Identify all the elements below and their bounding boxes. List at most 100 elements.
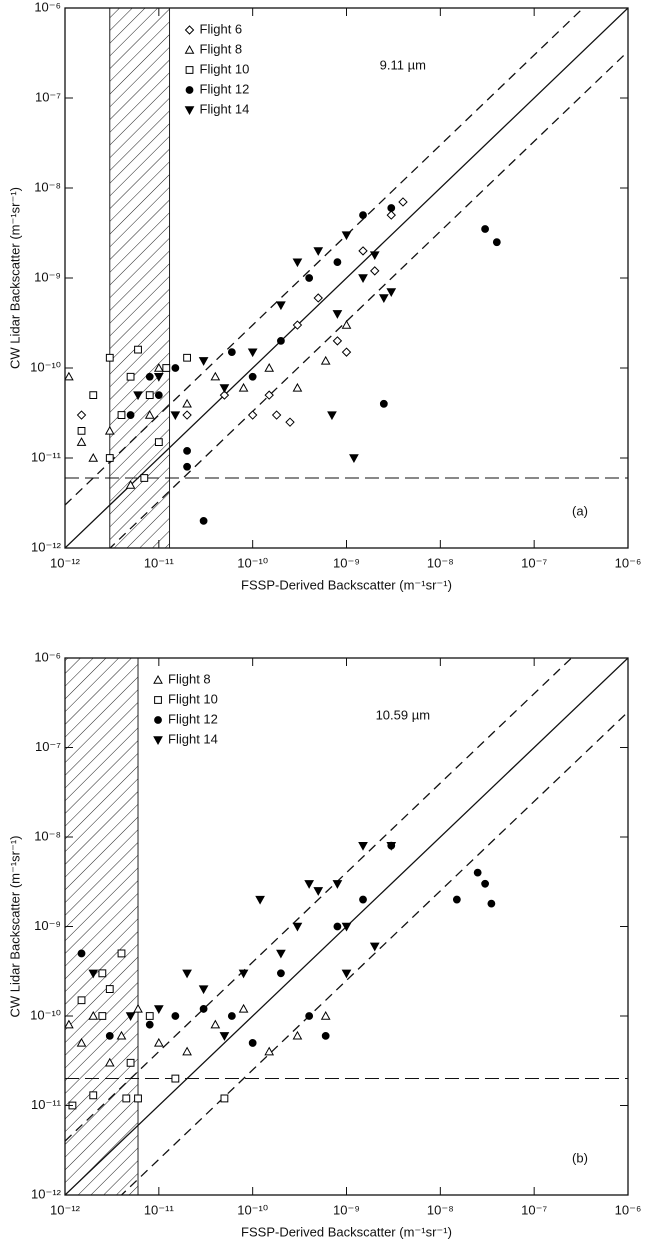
legend-label: Flight 14 <box>200 101 250 116</box>
marker <box>210 371 221 381</box>
marker <box>145 391 154 399</box>
marker <box>89 391 98 399</box>
marker <box>305 1012 314 1020</box>
marker <box>369 251 380 261</box>
marker <box>238 1003 249 1013</box>
marker <box>171 364 180 372</box>
panel-label: (a) <box>572 503 588 518</box>
y-axis-label: CW Lidar Backscatter (m⁻¹sr⁻¹) <box>7 187 22 369</box>
marker <box>77 996 86 1005</box>
marker <box>154 438 163 447</box>
marker <box>210 1019 221 1029</box>
marker <box>333 258 342 267</box>
legend-marker <box>184 25 195 35</box>
marker <box>182 1046 192 1056</box>
marker <box>126 1058 135 1067</box>
marker <box>277 337 285 345</box>
marker <box>349 454 359 464</box>
marker <box>327 411 337 421</box>
marker <box>359 895 367 904</box>
marker <box>162 364 171 372</box>
marker <box>126 411 135 419</box>
y-tick-label: 10⁻⁶ <box>34 649 61 664</box>
marker <box>487 899 496 908</box>
x-tick-label: 10⁻⁶ <box>615 555 642 570</box>
marker <box>238 969 249 979</box>
marker <box>285 417 295 427</box>
marker <box>134 1094 142 1103</box>
x-axis-label: FSSP-Derived Backscatter (m⁻¹sr⁻¹) <box>241 1224 452 1239</box>
marker <box>313 293 323 303</box>
marker <box>88 452 99 462</box>
marker <box>320 1010 331 1020</box>
annotation: 9.11 µm <box>380 57 426 72</box>
marker <box>219 384 230 393</box>
y-tick-label: 10⁻¹⁰ <box>30 1007 61 1022</box>
marker <box>183 446 191 455</box>
marker <box>492 238 501 247</box>
marker <box>386 288 397 297</box>
marker <box>145 1012 154 1020</box>
legend-marker <box>154 696 162 704</box>
marker <box>264 362 275 372</box>
marker <box>264 390 274 400</box>
marker <box>182 969 192 979</box>
x-tick-label: 10⁻¹² <box>50 1202 81 1217</box>
marker <box>153 373 164 382</box>
marker <box>144 410 155 419</box>
marker <box>65 1019 74 1029</box>
marker <box>358 274 368 284</box>
x-tick-label: 10⁻⁷ <box>521 555 547 570</box>
annotation: 10.59 µm <box>376 707 430 722</box>
marker <box>378 294 389 303</box>
y-tick-label: 10⁻¹⁰ <box>30 359 61 374</box>
y-axis-label: CW Lidar Backscatter (m⁻¹sr⁻¹) <box>7 835 22 1017</box>
marker <box>171 1074 180 1083</box>
marker <box>379 399 388 408</box>
marker <box>126 372 135 381</box>
marker <box>271 410 282 420</box>
marker <box>341 231 352 241</box>
reference-line <box>65 658 573 1142</box>
marker <box>117 411 126 419</box>
marker <box>116 1030 127 1040</box>
marker <box>370 266 380 276</box>
marker <box>320 355 331 365</box>
marker <box>292 922 303 932</box>
marker <box>238 382 249 392</box>
marker <box>313 887 324 896</box>
legend: Flight 8 Flight 10 Flight 12 Flight 14 <box>153 671 218 746</box>
marker <box>227 1012 236 1020</box>
y-tick-label: 10⁻⁷ <box>35 739 61 754</box>
marker <box>219 390 230 400</box>
marker <box>154 391 163 399</box>
x-tick-label: 10⁻⁹ <box>333 555 360 570</box>
marker <box>105 353 114 362</box>
x-tick-label: 10⁻¹² <box>50 555 81 570</box>
marker <box>98 969 107 978</box>
marker <box>386 210 396 220</box>
marker <box>183 353 191 362</box>
marker <box>332 880 343 889</box>
marker <box>105 1031 114 1040</box>
y-tick-label: 10⁻¹² <box>31 539 62 554</box>
marker <box>248 372 257 381</box>
marker <box>125 480 136 489</box>
marker <box>198 357 209 366</box>
marker <box>117 949 126 958</box>
marker <box>125 1012 136 1022</box>
marker <box>76 437 87 446</box>
marker <box>182 398 192 408</box>
marker <box>387 204 396 212</box>
marker <box>292 382 303 392</box>
hatched-region <box>109 8 171 548</box>
hatched-region <box>65 658 139 1195</box>
reference-line <box>120 711 628 1195</box>
marker <box>145 1020 154 1029</box>
x-tick-label: 10⁻¹¹ <box>144 1202 175 1217</box>
marker <box>133 391 143 401</box>
legend-label: Flight 14 <box>168 731 218 746</box>
marker <box>104 425 115 435</box>
x-tick-label: 10⁻⁷ <box>521 1202 547 1217</box>
panel-label: (b) <box>572 1150 588 1165</box>
